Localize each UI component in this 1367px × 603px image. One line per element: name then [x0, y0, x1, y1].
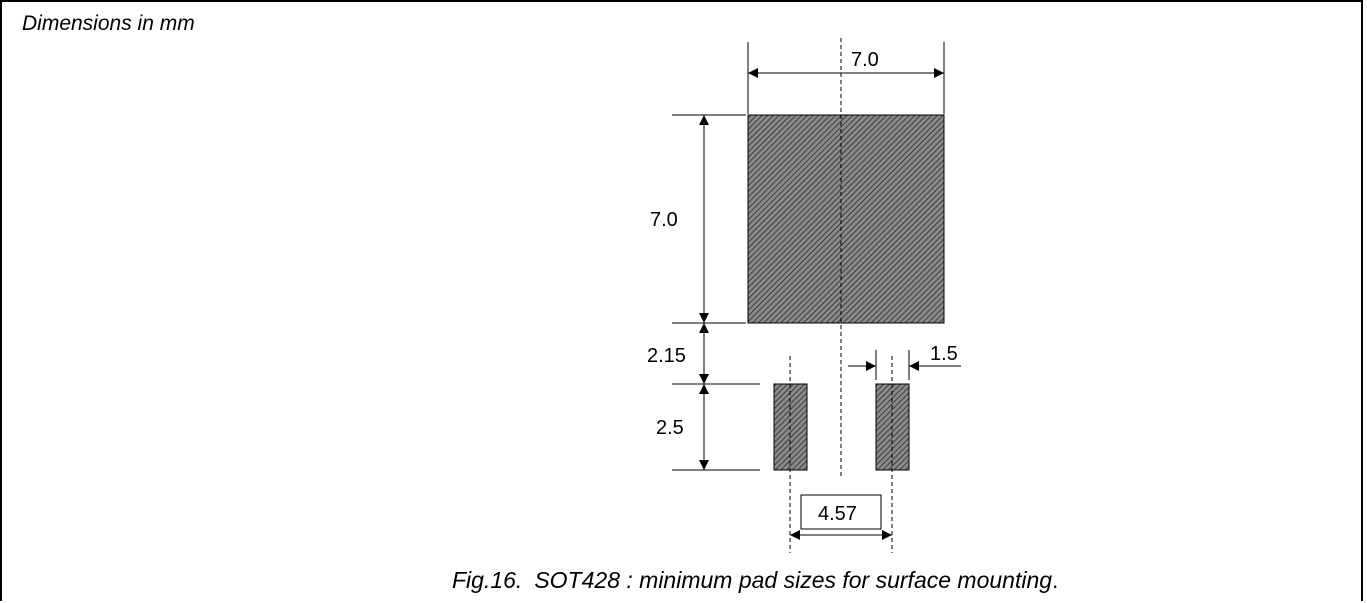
figure-caption: Fig.16. SOT428 : minimum pad sizes for su… — [452, 567, 1058, 593]
label-small-pad-width: 1.5 — [930, 343, 958, 365]
caption-period: . — [1052, 567, 1058, 593]
label-pad-height: 7.0 — [650, 209, 678, 231]
caption-text: SOT428 : minimum pad sizes for surface m… — [534, 567, 1052, 593]
label-pitch: 4.57 — [818, 503, 857, 525]
large-pad — [747, 114, 945, 324]
dimensions-note: Dimensions in mm — [22, 12, 195, 35]
label-small-pad-height: 2.5 — [656, 417, 684, 439]
label-top-width: 7.0 — [851, 49, 879, 71]
label-gap: 2.15 — [647, 345, 686, 367]
caption-fig-number: Fig.16. — [452, 567, 522, 593]
pitch-label-box — [800, 494, 882, 530]
